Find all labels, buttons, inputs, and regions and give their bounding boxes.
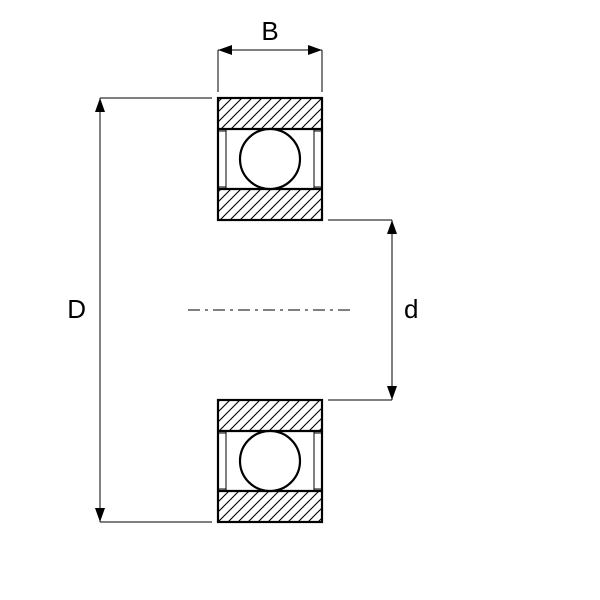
label-width: B [261,16,278,46]
label-inner-diameter: d [404,294,418,324]
label-outer-diameter: D [67,294,86,324]
